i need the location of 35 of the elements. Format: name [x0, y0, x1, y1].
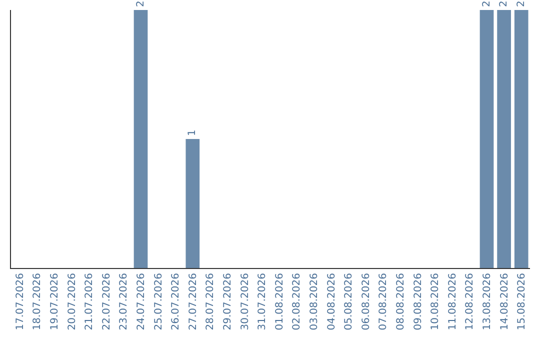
x-tick-label: 14.08.2026: [499, 273, 510, 330]
x-tick-label: 28.07.2026: [205, 273, 216, 330]
data-label: 1: [187, 130, 198, 136]
x-tick-label: 11.08.2026: [447, 273, 458, 330]
x-tick-label: 10.08.2026: [430, 273, 442, 330]
x-tick-label: 02.08.2026: [292, 273, 303, 330]
x-tick-label: 04.08.2026: [326, 273, 338, 330]
x-tick-label: 30.07.2026: [240, 273, 251, 330]
x-tick-label: 08.08.2026: [396, 273, 406, 330]
x-tick-label: 13.08.2026: [482, 273, 493, 330]
x-tick-label: 01.08.2026: [274, 273, 286, 330]
x-tick-label: 03.08.2026: [309, 273, 320, 330]
x-tick-label: 20.07.2026: [66, 273, 78, 330]
x-tick-label: 27.07.2026: [188, 273, 199, 330]
x-tick-label: 23.07.2026: [118, 273, 130, 330]
x-tick-label: 29.07.2026: [222, 273, 234, 330]
x-tick-label: 19.07.2026: [50, 273, 60, 330]
x-tick-label: 22.07.2026: [101, 273, 112, 330]
data-label: 2: [516, 0, 527, 7]
x-tick-label: 06.08.2026: [360, 273, 372, 330]
x-tick-label: 26.07.2026: [170, 273, 182, 330]
x-tick-label: 07.08.2026: [378, 273, 390, 330]
data-label: 2: [498, 0, 510, 7]
data-label: 2: [135, 0, 146, 7]
x-tick-label: 25.07.2026: [153, 273, 164, 330]
x-tick-label: 09.08.2026: [412, 273, 424, 330]
x-tick-label: 24.07.2026: [136, 273, 147, 330]
x-tick-label: 05.08.2026: [344, 273, 355, 330]
x-tick-label: 21.07.2026: [84, 273, 96, 330]
x-tick-label: 12.08.2026: [464, 273, 476, 330]
data-label: 2: [481, 0, 492, 7]
x-tick-label: 15.08.2026: [516, 273, 528, 330]
x-tick-label: 17.07.2026: [14, 273, 26, 330]
x-tick-label: 31.07.2026: [257, 273, 268, 330]
x-tick-label: 18.07.2026: [32, 273, 44, 330]
